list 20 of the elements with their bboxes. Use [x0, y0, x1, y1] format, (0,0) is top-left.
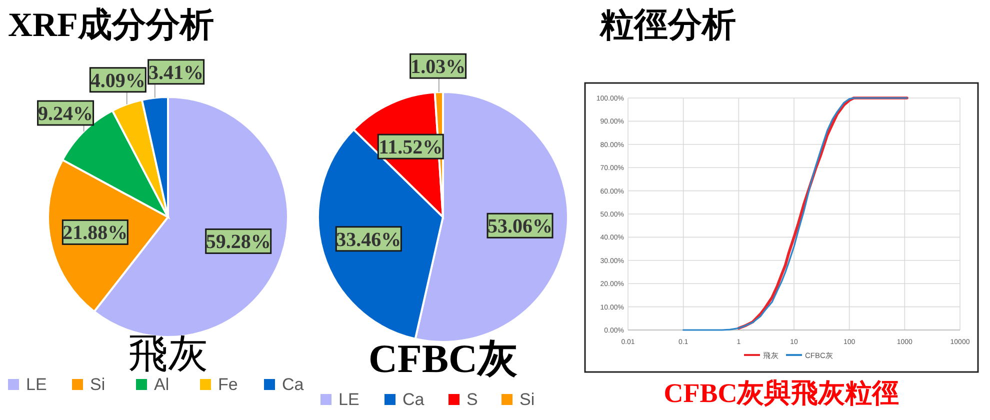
chart-title: 粒徑分析: [599, 7, 736, 44]
text: CFBC灰與飛灰粒徑: [664, 378, 900, 408]
data-label: 21.88%: [62, 222, 128, 244]
chart-title: XRF成分分析: [8, 7, 214, 44]
legend-label: LE: [338, 390, 360, 409]
data-label: 59.28%: [206, 231, 271, 254]
legend-label: LE: [26, 375, 47, 394]
text: CFBC灰: [368, 336, 518, 381]
data-label: 11.52%: [378, 136, 443, 159]
legend-label: Si: [520, 390, 535, 409]
legend-label: S: [466, 390, 478, 409]
legend-label: Ca: [282, 375, 304, 394]
text: 飛灰: [128, 331, 208, 376]
legend-label: Ca: [402, 390, 425, 409]
data-label: 9.24%: [38, 102, 94, 125]
data-label: 3.41%: [148, 62, 204, 84]
legend-label: Al: [154, 375, 170, 394]
legend-label: Fe: [218, 375, 238, 394]
legend-label: Si: [90, 375, 106, 394]
data-label: 1.03%: [410, 56, 466, 78]
